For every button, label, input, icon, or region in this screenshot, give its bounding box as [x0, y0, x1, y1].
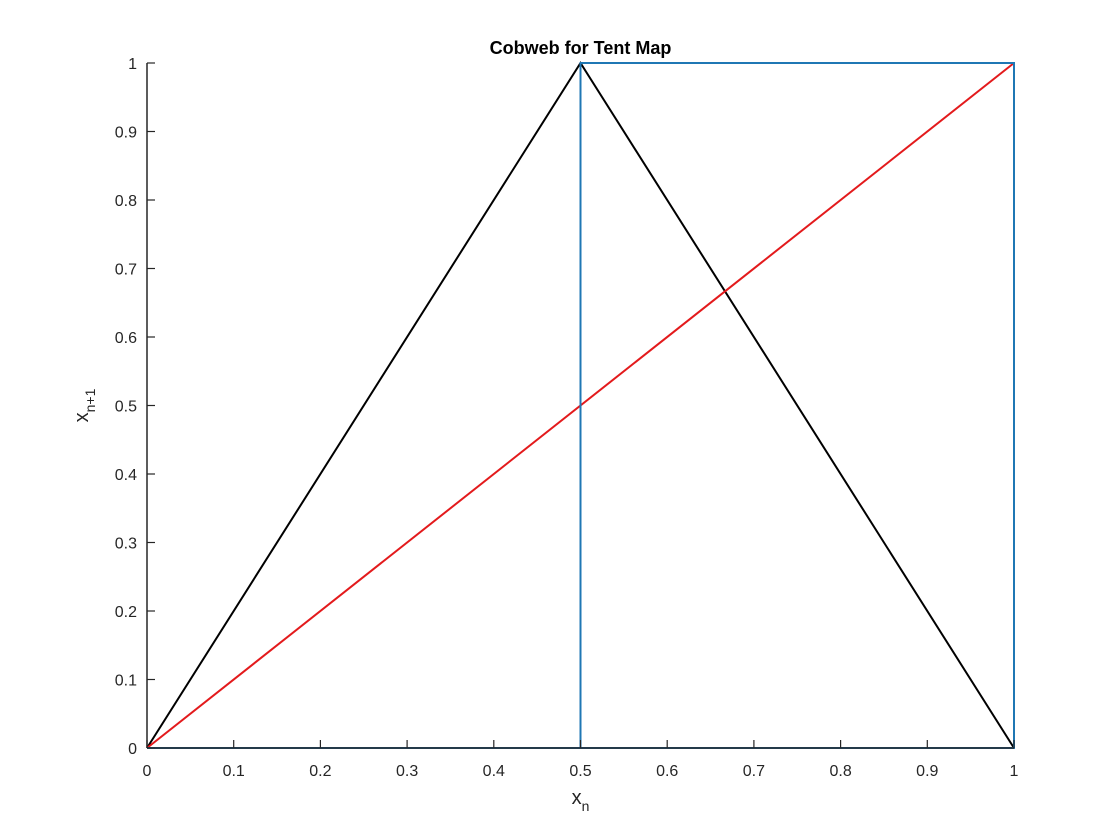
y-tick-label: 0.2 — [115, 604, 137, 621]
y-tick-label: 0.7 — [115, 262, 137, 279]
chart-title: Cobweb for Tent Map — [490, 38, 672, 58]
y-tick-label: 0.8 — [115, 193, 137, 210]
x-axis-label-sub: n — [582, 798, 590, 814]
y-axis-label-base: x — [71, 412, 93, 422]
x-tick-label: 0.5 — [569, 763, 591, 780]
x-axis-label: xn — [572, 787, 590, 814]
y-tick-label: 1 — [128, 56, 137, 73]
y-axis-label-sub: n+1 — [82, 388, 98, 412]
y-tick-label: 0.9 — [115, 125, 137, 142]
y-tick-label: 0.3 — [115, 536, 137, 553]
axes-layer: 0 0.1 0.2 0.3 0.4 0.5 0.6 0.7 0.8 0.9 1 0 0.1 0.2 0.3 0… — [115, 56, 1019, 780]
x-tick-label: 0 — [143, 763, 152, 780]
x-tick-label: 0.1 — [223, 763, 245, 780]
y-tick-label: 0 — [128, 741, 137, 758]
x-tick-label: 0.6 — [656, 763, 678, 780]
y-tick-label: 0.4 — [115, 467, 137, 484]
x-tick-label: 0.3 — [396, 763, 418, 780]
x-tick-label: 0.2 — [309, 763, 331, 780]
x-tick-label: 1 — [1010, 763, 1019, 780]
y-tick-label: 0.1 — [115, 673, 137, 690]
x-tick-label: 0.4 — [483, 763, 505, 780]
y-tick-label: 0.5 — [115, 399, 137, 416]
y-axis-label: xn+1 — [71, 388, 98, 422]
x-tick-label: 0.9 — [916, 763, 938, 780]
x-axis-label-base: x — [572, 787, 582, 809]
x-tick-label: 0.7 — [743, 763, 765, 780]
x-tick-label: 0.8 — [829, 763, 851, 780]
y-tick-label: 0.6 — [115, 330, 137, 347]
